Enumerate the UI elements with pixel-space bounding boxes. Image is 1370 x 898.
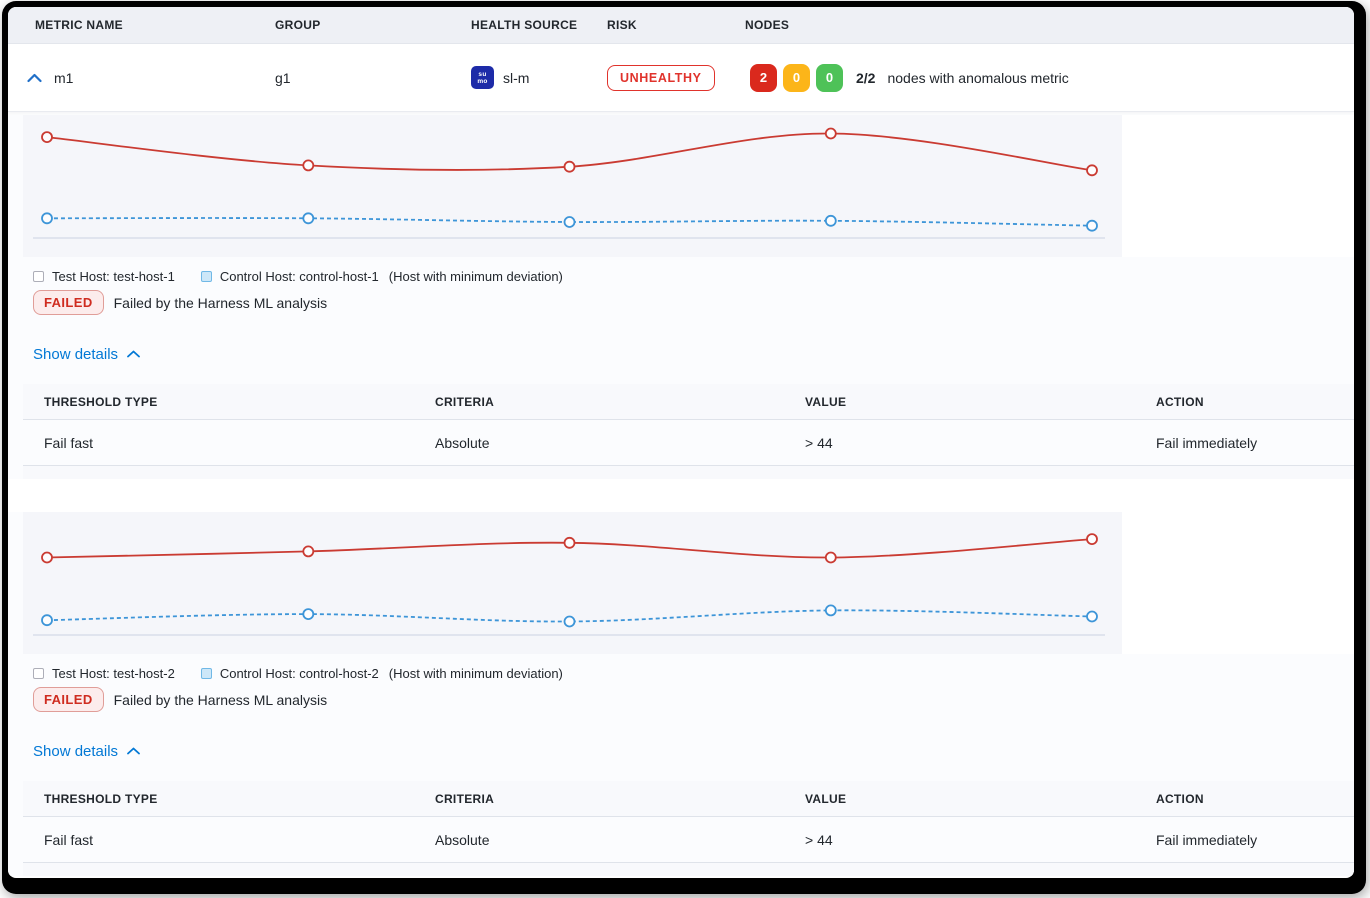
metrics-analysis-panel: METRIC NAME GROUP HEALTH SOURCE RISK NOD… <box>8 7 1354 878</box>
healthy-nodes-count-badge: 0 <box>816 63 843 92</box>
metric-name-value: m1 <box>54 69 74 86</box>
threshold-type-value: Fail fast <box>44 434 94 451</box>
criteria-value: Absolute <box>435 434 490 451</box>
column-criteria: CRITERIA <box>435 791 495 806</box>
failed-status-badge: FAILED <box>33 290 104 315</box>
sumo-logic-icon: su mo <box>471 66 494 89</box>
metrics-table-header: METRIC NAME GROUP HEALTH SOURCE RISK NOD… <box>8 7 1354 44</box>
health-source-value: sl-m <box>503 69 530 86</box>
column-metric-name: METRIC NAME <box>35 18 123 32</box>
minimum-deviation-note: (Host with minimum deviation) <box>388 268 563 284</box>
legend-item-control-host[interactable]: Control Host: control-host-2 <box>200 666 379 681</box>
show-details-link[interactable]: Show details <box>33 741 140 761</box>
failed-status-message: Failed by the Harness ML analysis <box>113 294 328 311</box>
value-value: > 44 <box>805 831 833 848</box>
failed-status-message: Failed by the Harness ML analysis <box>113 691 328 708</box>
chevron-up-icon <box>127 350 140 358</box>
column-value: VALUE <box>805 791 847 806</box>
chart-canvas <box>33 127 1105 239</box>
action-value: Fail immediately <box>1156 831 1258 848</box>
collapse-chevron-up-icon[interactable] <box>25 70 43 86</box>
column-action: ACTION <box>1156 394 1204 409</box>
column-health-source: HEALTH SOURCE <box>471 18 578 32</box>
nodes-summary: 2 0 0 2/2 nodes with anomalous metric <box>750 63 1354 92</box>
node-analysis-section: Test Host: test-host-1 Control Host: con… <box>8 115 1354 479</box>
test-host-legend-swatch <box>33 667 44 679</box>
risk-status-badge: UNHEALTHY <box>607 64 715 91</box>
minimum-deviation-note: (Host with minimum deviation) <box>388 665 563 681</box>
node-analysis-section: Test Host: test-host-2 Control Host: con… <box>8 512 1354 876</box>
threshold-details-table: THRESHOLD TYPE CRITERIA VALUE ACTION Fai… <box>23 781 1354 876</box>
chart-side-spacer <box>1122 115 1354 257</box>
test-host-legend-swatch <box>33 270 44 282</box>
column-value: VALUE <box>805 394 847 409</box>
chart-canvas <box>33 533 1105 636</box>
anomalous-nodes-count-badge: 2 <box>750 63 777 92</box>
chart-legend: Test Host: test-host-1 Control Host: con… <box>33 267 1354 285</box>
legend-item-test-host[interactable]: Test Host: test-host-2 <box>33 666 175 681</box>
column-risk: RISK <box>607 18 637 32</box>
control-host-legend-swatch <box>200 667 212 679</box>
chart-legend: Test Host: test-host-2 Control Host: con… <box>33 664 1354 682</box>
column-group: GROUP <box>275 18 321 32</box>
threshold-details-table: THRESHOLD TYPE CRITERIA VALUE ACTION Fai… <box>23 384 1354 479</box>
column-threshold-type: THRESHOLD TYPE <box>44 394 158 409</box>
group-value: g1 <box>275 69 291 86</box>
column-nodes: NODES <box>745 18 790 32</box>
table-row: Fail fast Absolute > 44 Fail immediately <box>23 420 1354 466</box>
column-criteria: CRITERIA <box>435 394 495 409</box>
timeseries-chart[interactable] <box>23 115 1122 257</box>
legend-item-test-host[interactable]: Test Host: test-host-1 <box>33 269 175 284</box>
column-action: ACTION <box>1156 791 1204 806</box>
show-details-link[interactable]: Show details <box>33 344 140 364</box>
column-threshold-type: THRESHOLD TYPE <box>44 791 158 806</box>
failed-status-badge: FAILED <box>33 687 104 712</box>
warning-nodes-count-badge: 0 <box>783 63 810 92</box>
chart-side-spacer <box>1122 512 1354 654</box>
metric-row: m1 g1 su mo sl-m UNHEALTHY 2 0 0 2/2 nod… <box>8 44 1354 112</box>
value-value: > 44 <box>805 434 833 451</box>
action-value: Fail immediately <box>1156 434 1258 451</box>
nodes-ratio: 2/2 <box>856 69 876 86</box>
control-host-legend-swatch <box>200 270 212 282</box>
chevron-up-icon <box>127 747 140 755</box>
legend-item-control-host[interactable]: Control Host: control-host-1 <box>200 269 379 284</box>
threshold-type-value: Fail fast <box>44 831 94 848</box>
nodes-description: nodes with anomalous metric <box>887 69 1069 86</box>
timeseries-chart[interactable] <box>23 512 1122 654</box>
table-row: Fail fast Absolute > 44 Fail immediately <box>23 817 1354 863</box>
criteria-value: Absolute <box>435 831 490 848</box>
